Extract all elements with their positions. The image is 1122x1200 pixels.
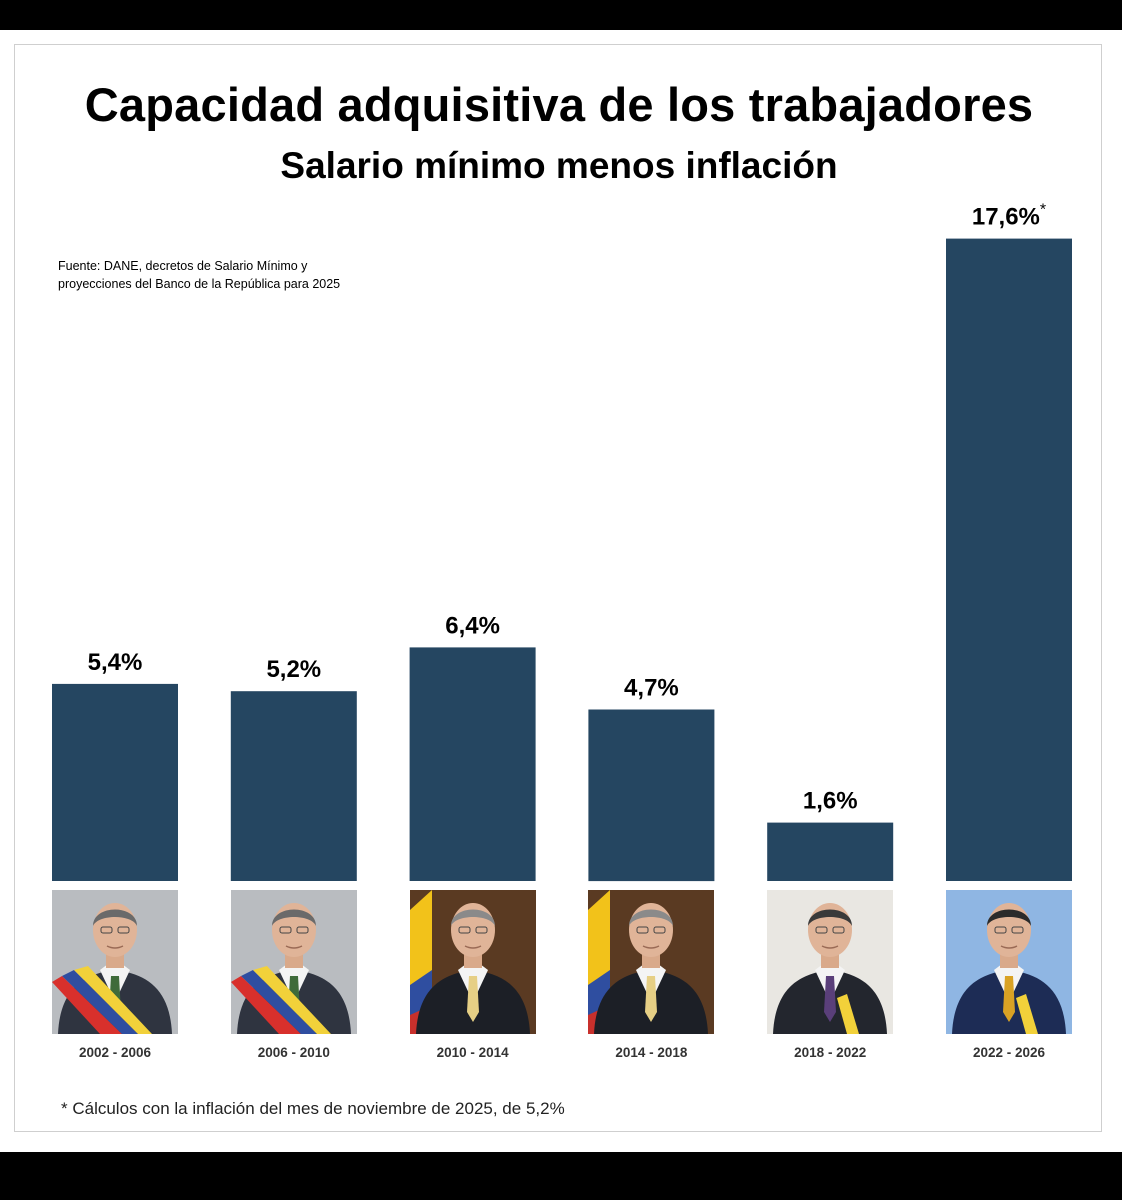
bar-2006-2010 [230, 691, 357, 881]
bar-2014-2018 [588, 709, 715, 882]
bar-chart: 5,4% 2002 - 2006 5,2% 2006 - 2010 6,4% 2010 -… [52, 202, 1072, 1060]
chart-image: Capacidad adquisitiva de los trabajadore… [0, 30, 1122, 1152]
source-note-line-2: proyecciones del Banco de la República p… [58, 277, 341, 291]
footnote: * Cálculos con la inflación del mes de n… [61, 1099, 565, 1118]
portrait-2022-2026 [946, 890, 1072, 1034]
top-letterbox [0, 0, 1122, 30]
bar-2010-2014 [409, 647, 536, 881]
chart-subtitle: Salario mínimo menos inflación [280, 145, 838, 186]
tick-label-2010-2014: 2010 - 2014 [437, 1045, 510, 1060]
chart-card: Capacidad adquisitiva de los trabajadore… [14, 44, 1102, 1132]
value-label-2022-2026: 17,6%* [972, 202, 1046, 231]
tick-label-2002-2006: 2002 - 2006 [79, 1045, 152, 1060]
source-note: Fuente: DANE, decretos de Salario Mínimo… [58, 257, 418, 293]
value-label-2014-2018: 4,7% [624, 675, 679, 702]
bottom-letterbox [0, 1152, 1122, 1200]
bar-2022-2026 [946, 238, 1072, 882]
tick-label-2006-2010: 2006 - 2010 [258, 1045, 330, 1060]
value-label-2002-2006: 5,4% [88, 649, 143, 676]
value-label-2010-2014: 6,4% [445, 612, 500, 639]
tick-label-2014-2018: 2014 - 2018 [615, 1045, 688, 1060]
portrait-2018-2022 [767, 890, 894, 1034]
source-note-line-1: Fuente: DANE, decretos de Salario Mínimo… [58, 259, 308, 273]
bar-2018-2022 [767, 822, 894, 881]
tick-label-2022-2026: 2022 - 2026 [973, 1045, 1046, 1060]
chart-title: Capacidad adquisitiva de los trabajadore… [84, 78, 1034, 131]
portrait-2002-2006 [52, 890, 178, 1034]
portrait-2014-2018 [588, 890, 715, 1034]
portrait-2006-2010 [230, 890, 357, 1034]
tick-label-2018-2022: 2018 - 2022 [794, 1045, 866, 1060]
value-label-2006-2010: 5,2% [266, 656, 321, 683]
portrait-2010-2014 [409, 890, 536, 1034]
bar-2002-2006 [52, 683, 178, 881]
value-label-2018-2022: 1,6% [803, 788, 858, 815]
